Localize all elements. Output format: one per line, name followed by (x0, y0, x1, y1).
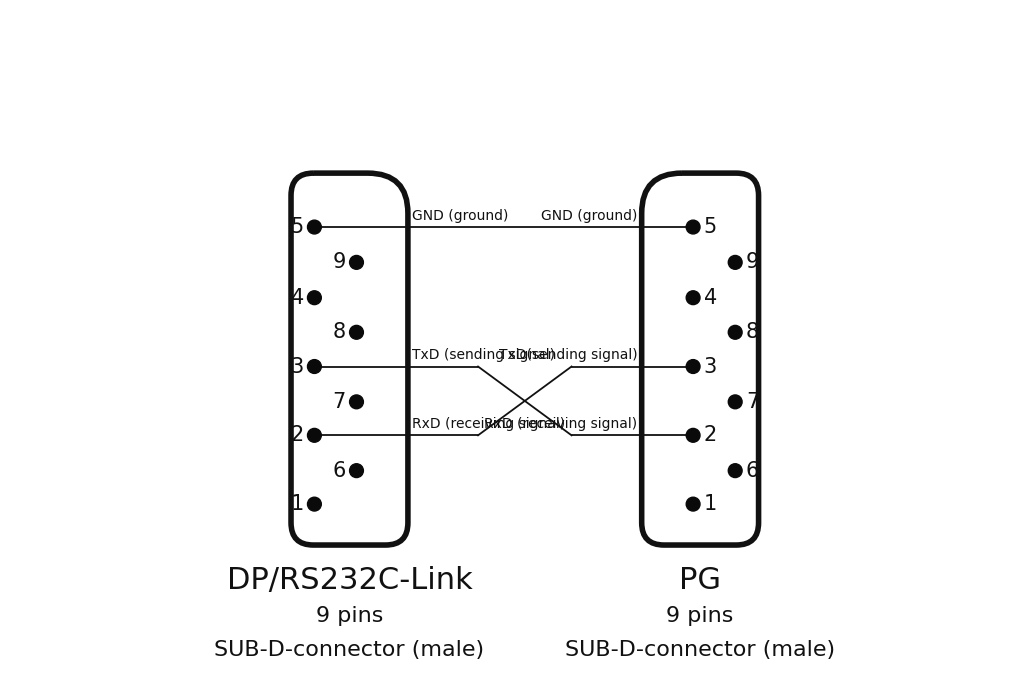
Text: 5: 5 (291, 217, 304, 237)
Text: 7: 7 (333, 392, 346, 412)
Text: 1: 1 (703, 494, 717, 514)
Text: 8: 8 (333, 322, 346, 342)
Text: SUB-D-connector (male): SUB-D-connector (male) (565, 640, 836, 660)
Circle shape (307, 220, 322, 234)
Text: 2: 2 (291, 425, 304, 445)
Text: 4: 4 (291, 288, 304, 308)
Text: 6: 6 (745, 461, 759, 481)
Text: RxD (receiving signal): RxD (receiving signal) (413, 417, 565, 431)
PathPatch shape (291, 173, 408, 545)
Text: 3: 3 (703, 357, 717, 377)
Circle shape (728, 326, 742, 339)
Text: 9: 9 (333, 253, 346, 273)
Circle shape (728, 464, 742, 477)
Circle shape (349, 395, 364, 408)
Text: 9: 9 (745, 253, 759, 273)
Text: 9 pins: 9 pins (667, 606, 734, 626)
Text: DP/RS232C-Link: DP/RS232C-Link (226, 566, 472, 595)
Text: RxD (receiving signal): RxD (receiving signal) (484, 417, 637, 431)
Text: GND (ground): GND (ground) (413, 209, 509, 223)
Circle shape (349, 326, 364, 339)
Text: 2: 2 (703, 425, 717, 445)
Circle shape (349, 255, 364, 269)
Text: TxD (sending signal): TxD (sending signal) (413, 348, 555, 362)
Text: SUB-D-connector (male): SUB-D-connector (male) (214, 640, 484, 660)
Circle shape (728, 255, 742, 269)
Circle shape (686, 220, 700, 234)
Circle shape (686, 497, 700, 511)
Text: 5: 5 (703, 217, 717, 237)
Text: 3: 3 (291, 357, 304, 377)
Circle shape (349, 464, 364, 477)
Circle shape (728, 395, 742, 408)
Circle shape (686, 428, 700, 442)
Text: 4: 4 (703, 288, 717, 308)
Text: GND (ground): GND (ground) (541, 209, 637, 223)
PathPatch shape (642, 173, 759, 545)
Text: 1: 1 (291, 494, 304, 514)
Circle shape (307, 359, 322, 373)
Text: 9 pins: 9 pins (315, 606, 383, 626)
Text: TxD(sending signal): TxD(sending signal) (499, 348, 637, 362)
Circle shape (307, 290, 322, 304)
Circle shape (307, 497, 322, 511)
Circle shape (686, 290, 700, 304)
Text: 6: 6 (333, 461, 346, 481)
Circle shape (307, 428, 322, 442)
Text: PG: PG (679, 566, 721, 595)
Text: 8: 8 (745, 322, 759, 342)
Text: 7: 7 (745, 392, 759, 412)
Circle shape (686, 359, 700, 373)
